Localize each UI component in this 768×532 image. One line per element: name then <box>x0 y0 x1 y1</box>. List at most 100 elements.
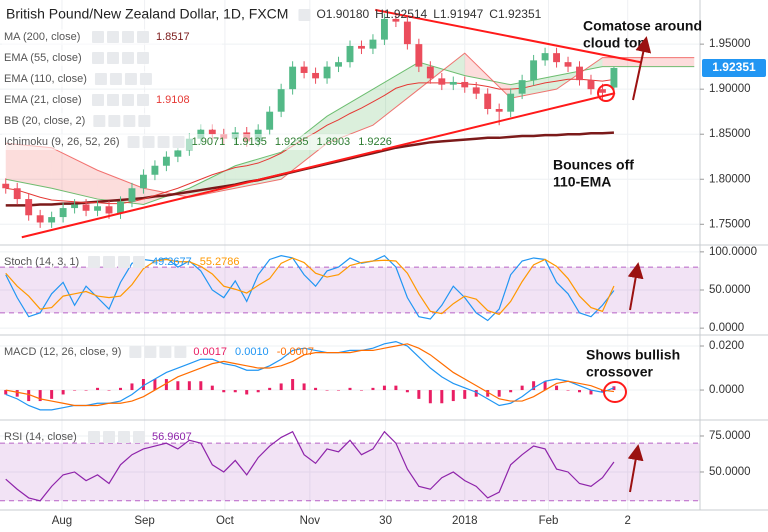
indicator-line <box>5 430 615 502</box>
candle-body <box>300 66 308 73</box>
arrow <box>627 444 644 493</box>
legend-icon <box>122 31 134 43</box>
histogram-bar <box>291 379 295 391</box>
candle-body <box>403 21 411 45</box>
candle-body <box>105 206 113 214</box>
histogram-bar <box>118 387 122 391</box>
histogram-bar <box>532 381 536 391</box>
candle-body <box>312 72 320 79</box>
histogram-bar <box>405 390 409 393</box>
y-tick-label: 50.0000 <box>709 466 751 478</box>
y-tick-label: 1.75000 <box>709 218 751 230</box>
histogram-bar <box>279 383 283 391</box>
legend-icon <box>94 73 107 85</box>
chart-title: British Pound/New Zealand Dollar, 1D, FX… <box>6 6 288 22</box>
candle-body <box>128 188 136 202</box>
candle-body <box>174 150 182 157</box>
indicator-readout: 0.0010 <box>235 346 269 358</box>
candle-body <box>358 45 365 49</box>
candle-body <box>208 129 216 135</box>
histogram-bar <box>509 390 513 393</box>
histogram-bar <box>199 381 203 391</box>
legend-icon <box>107 94 119 106</box>
trendline <box>375 8 641 64</box>
histogram-bar <box>371 387 375 391</box>
legend-icon <box>172 136 185 148</box>
y-tick-label: 100.0000 <box>709 246 757 258</box>
histogram-bar <box>50 390 54 399</box>
x-tick-label: Oct <box>216 515 235 527</box>
candle-body <box>94 206 101 211</box>
candle-body <box>323 66 331 79</box>
indicator-readout: 55.2786 <box>200 256 240 268</box>
indicator-line <box>5 343 615 407</box>
candle-body <box>25 199 33 216</box>
histogram-bar <box>222 390 226 393</box>
y-tick-label: 75.0000 <box>709 430 751 442</box>
histogram-bar <box>153 379 157 391</box>
candle-body <box>461 81 469 88</box>
ohlc-readout: H1.92514 <box>375 7 427 21</box>
candle-body <box>438 78 446 85</box>
annotation: Bounces off <box>553 157 634 173</box>
histogram-bar <box>268 387 272 391</box>
legend-readout: 1.9226 <box>358 136 392 148</box>
histogram-bar <box>141 379 145 391</box>
legend-icon <box>157 136 170 148</box>
histogram-bar <box>348 387 352 391</box>
y-tick-label: 0.0000 <box>709 384 744 396</box>
histogram-bar <box>520 385 524 391</box>
legend-icon <box>88 256 100 268</box>
legend-name: EMA (55, close) <box>4 52 82 64</box>
histogram-bar <box>256 390 260 393</box>
candle-body <box>507 93 515 112</box>
trendline <box>21 92 616 239</box>
candle-body <box>151 165 159 175</box>
histogram-bar <box>578 390 582 393</box>
visibility-icon <box>298 9 311 21</box>
histogram-bar <box>61 390 65 395</box>
indicator-readout: 49.2677 <box>152 256 192 268</box>
candle-body <box>289 66 297 90</box>
legend-icon <box>103 431 115 443</box>
candle-body <box>415 44 423 67</box>
candle-body <box>346 45 354 63</box>
legend-name: BB (20, close, 2) <box>4 115 85 127</box>
highlight-circle <box>603 381 627 403</box>
legend-name: EMA (110, close) <box>4 73 87 85</box>
legend-icon <box>92 31 104 43</box>
x-tick-label: Aug <box>52 515 72 527</box>
histogram-bar <box>382 385 386 391</box>
histogram-bar <box>302 383 306 391</box>
histogram-bar <box>543 381 547 391</box>
legend-icon <box>93 115 106 127</box>
mark-layer <box>2 8 641 502</box>
y-tick-label: 50.0000 <box>709 284 751 296</box>
candle-body <box>82 204 90 211</box>
candle-body <box>576 66 583 81</box>
histogram-bar <box>130 383 134 391</box>
candle-body <box>380 18 388 40</box>
candle-body <box>564 62 572 67</box>
y-tick-label: 1.80000 <box>709 173 751 185</box>
histogram-bar <box>394 385 398 391</box>
annotation: cloud top <box>583 35 646 51</box>
histogram-bar <box>210 385 214 391</box>
legend-icon <box>127 136 140 148</box>
legend-icon <box>129 346 142 358</box>
legend-icon <box>133 256 145 268</box>
histogram-bar <box>337 390 341 391</box>
legend-icon <box>133 431 145 443</box>
histogram-bar <box>187 381 191 391</box>
histogram-bar <box>27 390 31 402</box>
y-tick-label: 1.95000 <box>709 38 751 50</box>
x-tick-label: 2018 <box>452 515 478 527</box>
histogram-bar <box>4 390 8 395</box>
drawn-markup <box>597 36 652 493</box>
candle-body <box>495 108 503 112</box>
legend-icon <box>144 346 157 358</box>
cloud-segment <box>235 152 282 189</box>
candle-body <box>36 215 44 223</box>
cloud-segment <box>602 57 649 67</box>
